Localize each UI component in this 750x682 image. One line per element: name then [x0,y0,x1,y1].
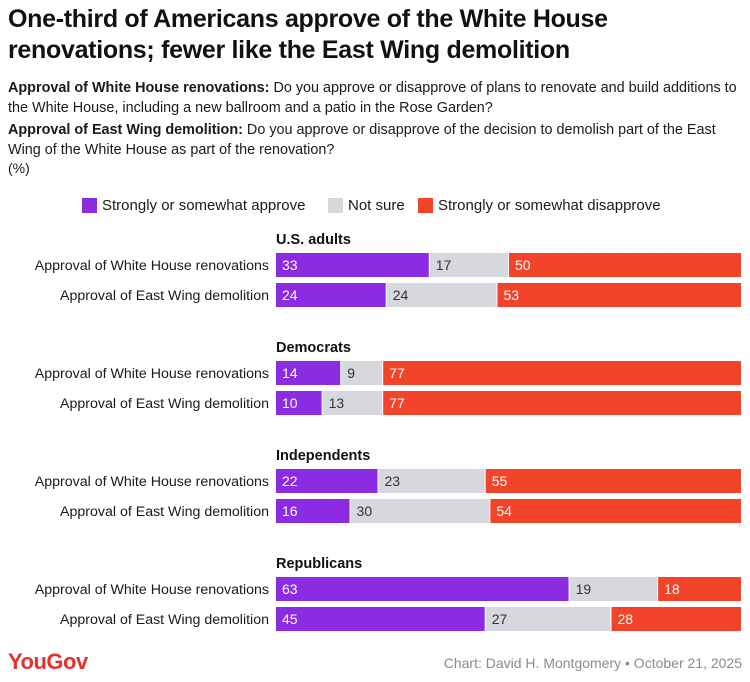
group-title: U.S. adults [276,232,351,248]
group-title: Democrats [276,340,351,356]
question-demolition-text: Do you approve or disapprove of the deci… [8,122,716,158]
bar-segment-not-sure [378,469,485,493]
bar-segment-approve [276,283,386,307]
bar-segment-not-sure [322,391,383,415]
bar-segment-not-sure [485,607,611,631]
bar-segment-approve [276,391,322,415]
question-renovations: Approval of White House renovations: Do … [8,78,743,118]
bar-segment-approve [276,499,350,523]
legend-swatch-disapprove [418,198,433,213]
data-label-approve: 22 [282,473,298,489]
chart-title: One-third of Americans approve of the Wh… [8,5,608,64]
data-label-approve: 10 [282,395,298,411]
data-label-not-sure: 24 [393,287,409,303]
data-label-disapprove: 18 [664,581,680,597]
bar-segment-disapprove [490,499,741,523]
bar-segment-not-sure [341,361,383,385]
row-label: Approval of East Wing demolition [60,612,269,628]
question-renovations-text: Do you approve or disapprove of plans to… [8,80,737,116]
question-demolition-label: Approval of East Wing demolition: [8,122,243,138]
bar-segment-approve [276,577,569,601]
data-label-disapprove: 77 [389,365,405,381]
data-label-approve: 24 [282,287,298,303]
data-label-approve: 33 [282,257,298,273]
bar-segment-disapprove [485,469,741,493]
row-label: Approval of East Wing demolition [60,396,269,412]
bar-segment-not-sure [386,283,497,307]
bar-segment-approve [276,469,378,493]
data-label-not-sure: 19 [576,581,592,597]
question-demolition: Approval of East Wing demolition: Do you… [8,120,743,160]
group-title: Republicans [276,556,362,572]
data-label-disapprove: 77 [389,395,405,411]
data-label-disapprove: 54 [496,503,512,519]
stacked-bar-chart: U.S. adults Approval of White House renov… [35,232,741,631]
data-label-approve: 14 [282,365,298,381]
bar-segment-disapprove [658,577,741,601]
bar-segment-approve [276,361,341,385]
legend-label-not-sure: Not sure [348,197,405,214]
data-label-not-sure: 17 [436,257,452,273]
data-label-approve: 16 [282,503,298,519]
row-label: Approval of White House renovations [35,366,269,382]
yougov-logo: YouGov [8,649,88,674]
bar-segment-not-sure [350,499,490,523]
data-label-disapprove: 50 [515,257,531,273]
row-label: Approval of White House renovations [35,474,269,490]
bar-segment-approve [276,253,429,277]
bar-segment-disapprove [509,253,741,277]
data-label-not-sure: 23 [385,473,401,489]
legend-label-disapprove: Strongly or somewhat disapprove [438,197,661,214]
bar-segment-disapprove [497,283,741,307]
bar-segment-disapprove [383,391,741,415]
data-label-disapprove: 28 [618,611,634,627]
legend-label-approve: Strongly or somewhat approve [102,197,306,214]
legend-swatch-not-sure [328,198,343,213]
bar-segment-disapprove [611,607,741,631]
data-label-not-sure: 30 [357,503,373,519]
question-renovations-label: Approval of White House renovations: [8,80,270,96]
row-label: Approval of White House renovations [35,582,269,598]
bar-segment-disapprove [383,361,741,385]
row-label: Approval of White House renovations [35,258,269,274]
data-label-not-sure: 27 [492,611,508,627]
data-label-not-sure: 9 [347,365,355,381]
data-label-approve: 63 [282,581,298,597]
legend-swatch-approve [82,198,97,213]
data-label-disapprove: 55 [492,473,508,489]
data-label-approve: 45 [282,611,298,627]
bar-segment-not-sure [429,253,508,277]
data-label-not-sure: 13 [329,395,345,411]
unit-label: (%) [8,160,30,176]
bar-segment-not-sure [569,577,658,601]
bar-segment-approve [276,607,485,631]
group-title: Independents [276,448,370,464]
row-label: Approval of East Wing demolition [60,504,269,520]
data-label-disapprove: 53 [503,287,519,303]
row-label: Approval of East Wing demolition [60,288,269,304]
chart-credit: Chart: David H. Montgomery • October 21,… [443,655,742,671]
